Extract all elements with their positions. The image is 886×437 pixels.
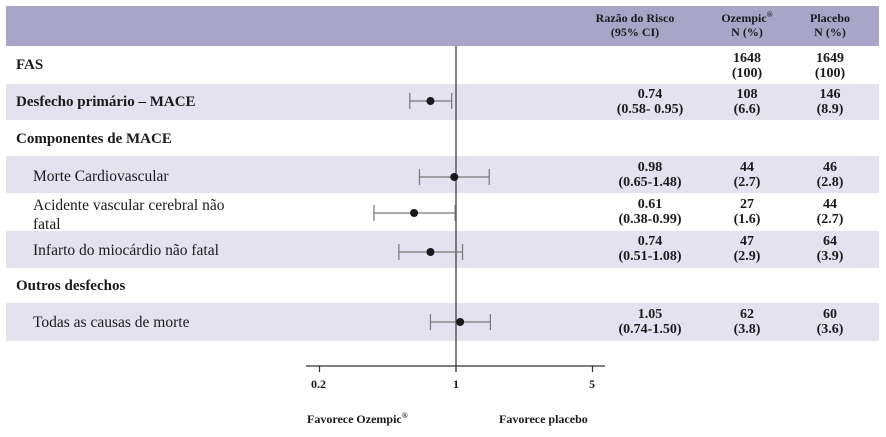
hr-column-header: Razão do Risco (95% CI) xyxy=(590,11,680,39)
mace-ci: (0.58- 0.95) xyxy=(616,102,684,117)
all-death-pl-pct: (3.6) xyxy=(816,322,844,337)
stroke-pl-n: 44 xyxy=(823,197,837,212)
mace-placebo: 146 (8.9) xyxy=(795,87,865,117)
all-death-placebo: 60 (3.6) xyxy=(795,307,865,337)
all-death-ozempic: 62 (3.8) xyxy=(712,307,782,337)
mace-pl-pct: (8.9) xyxy=(816,102,844,117)
stroke-hr: 0.61 (0.38-0.99) xyxy=(598,197,702,227)
ozempic-header-line2: N (%) xyxy=(731,25,763,39)
fas-oz-n: 1648 xyxy=(733,51,761,66)
cv-death-pl-n: 46 xyxy=(823,160,837,175)
favors-ozempic-reg: ® xyxy=(401,411,408,420)
cv-death-oz-n: 44 xyxy=(740,160,754,175)
row-stripe-mace xyxy=(6,84,879,120)
mace-hr: 0.74 (0.58- 0.95) xyxy=(598,87,702,117)
mi-pl-n: 64 xyxy=(823,234,837,249)
stroke-ci: (0.38-0.99) xyxy=(618,212,682,227)
cv-death-ci: (0.65-1.48) xyxy=(618,175,682,190)
heading-other: Outros desfechos xyxy=(16,278,126,294)
cv-death-placebo: 46 (2.8) xyxy=(795,160,865,190)
row-label-all-death: Todas as causas de morte xyxy=(33,314,190,331)
fas-ozempic: 1648 (100) xyxy=(712,51,782,81)
hr-point-0 xyxy=(426,97,435,105)
mi-hr-value: 0.74 xyxy=(637,234,663,249)
mace-oz-n: 108 xyxy=(736,87,758,102)
mi-pl-pct: (3.9) xyxy=(816,249,844,264)
mi-oz-n: 47 xyxy=(740,234,754,249)
cv-death-hr-value: 0.98 xyxy=(637,160,663,175)
stroke-ozempic: 27 (1.6) xyxy=(712,197,782,227)
ozempic-column-header: Ozempic® N (%) xyxy=(712,10,782,40)
cv-death-oz-pct: (2.7) xyxy=(733,175,761,190)
hr-header-line2: (95% CI) xyxy=(610,25,660,39)
cv-death-pl-pct: (2.8) xyxy=(816,175,844,190)
stroke-oz-n: 27 xyxy=(740,197,754,212)
hr-point-2 xyxy=(410,209,419,217)
tick-label-1: 1 xyxy=(453,377,459,391)
row-label-stroke-line1: Acidente vascular cerebral não xyxy=(33,197,225,214)
cv-death-ozempic: 44 (2.7) xyxy=(712,160,782,190)
fas-pl-pct: (100) xyxy=(814,66,846,81)
fas-oz-pct: (100) xyxy=(731,66,763,81)
all-death-oz-pct: (3.8) xyxy=(733,322,761,337)
hr-point-1 xyxy=(450,173,459,181)
placebo-column-header: Placebo N (%) xyxy=(795,11,865,39)
stroke-pl-pct: (2.7) xyxy=(816,212,844,227)
mi-hr: 0.74 (0.51-1.08) xyxy=(598,234,702,264)
row-stripe-cv-death xyxy=(6,156,879,193)
all-death-hr: 1.05 (0.74-1.50) xyxy=(598,307,702,337)
tick-label-0-2: 0.2 xyxy=(311,377,326,391)
table-header xyxy=(6,6,879,46)
favors-placebo-label: Favorece placebo xyxy=(499,412,588,426)
mi-oz-pct: (2.9) xyxy=(733,249,761,264)
placebo-header-line2: N (%) xyxy=(814,25,846,39)
ozempic-reg-mark: ® xyxy=(766,10,773,19)
mi-ozempic: 47 (2.9) xyxy=(712,234,782,264)
cv-death-hr: 0.98 (0.65-1.48) xyxy=(598,160,702,190)
fas-pl-n: 1649 xyxy=(816,51,844,66)
row-label-mi: Infarto do miocárdio não fatal xyxy=(33,242,219,259)
row-label-cv-death: Morte Cardiovascular xyxy=(33,168,169,185)
mi-ci: (0.51-1.08) xyxy=(618,249,682,264)
placebo-header-line1: Placebo xyxy=(810,11,850,25)
stroke-oz-pct: (1.6) xyxy=(733,212,761,227)
mace-hr-value: 0.74 xyxy=(637,87,663,102)
row-label-mace: Desfecho primário – MACE xyxy=(16,94,196,110)
heading-components: Componentes de MACE xyxy=(16,131,172,147)
all-death-hr-value: 1.05 xyxy=(637,307,663,322)
fas-placebo: 1649 (100) xyxy=(795,51,865,81)
all-death-ci: (0.74-1.50) xyxy=(618,322,682,337)
row-label-stroke-line2: fatal xyxy=(33,216,61,233)
row-label-stroke: Acidente vascular cerebral não fatal xyxy=(33,196,225,234)
mi-placebo: 64 (3.9) xyxy=(795,234,865,264)
stroke-placebo: 44 (2.7) xyxy=(795,197,865,227)
mace-pl-n: 146 xyxy=(819,87,841,102)
stroke-hr-value: 0.61 xyxy=(637,197,663,212)
row-label-fas: FAS xyxy=(16,57,44,73)
row-stripe-mi xyxy=(6,231,879,268)
mace-ozempic: 108 (6.6) xyxy=(712,87,782,117)
tick-label-5: 5 xyxy=(589,377,595,391)
favors-ozempic-label: Favorece Ozempic® xyxy=(307,412,408,427)
all-death-oz-n: 62 xyxy=(740,307,754,322)
all-death-pl-n: 60 xyxy=(823,307,837,322)
favors-ozempic-text: Favorece Ozempic xyxy=(307,412,402,426)
ozempic-header-line1: Ozempic xyxy=(721,11,767,25)
hr-point-4 xyxy=(456,318,465,326)
mace-oz-pct: (6.6) xyxy=(733,102,761,117)
hr-header-line1: Razão do Risco xyxy=(595,11,675,25)
hr-point-3 xyxy=(426,248,435,256)
